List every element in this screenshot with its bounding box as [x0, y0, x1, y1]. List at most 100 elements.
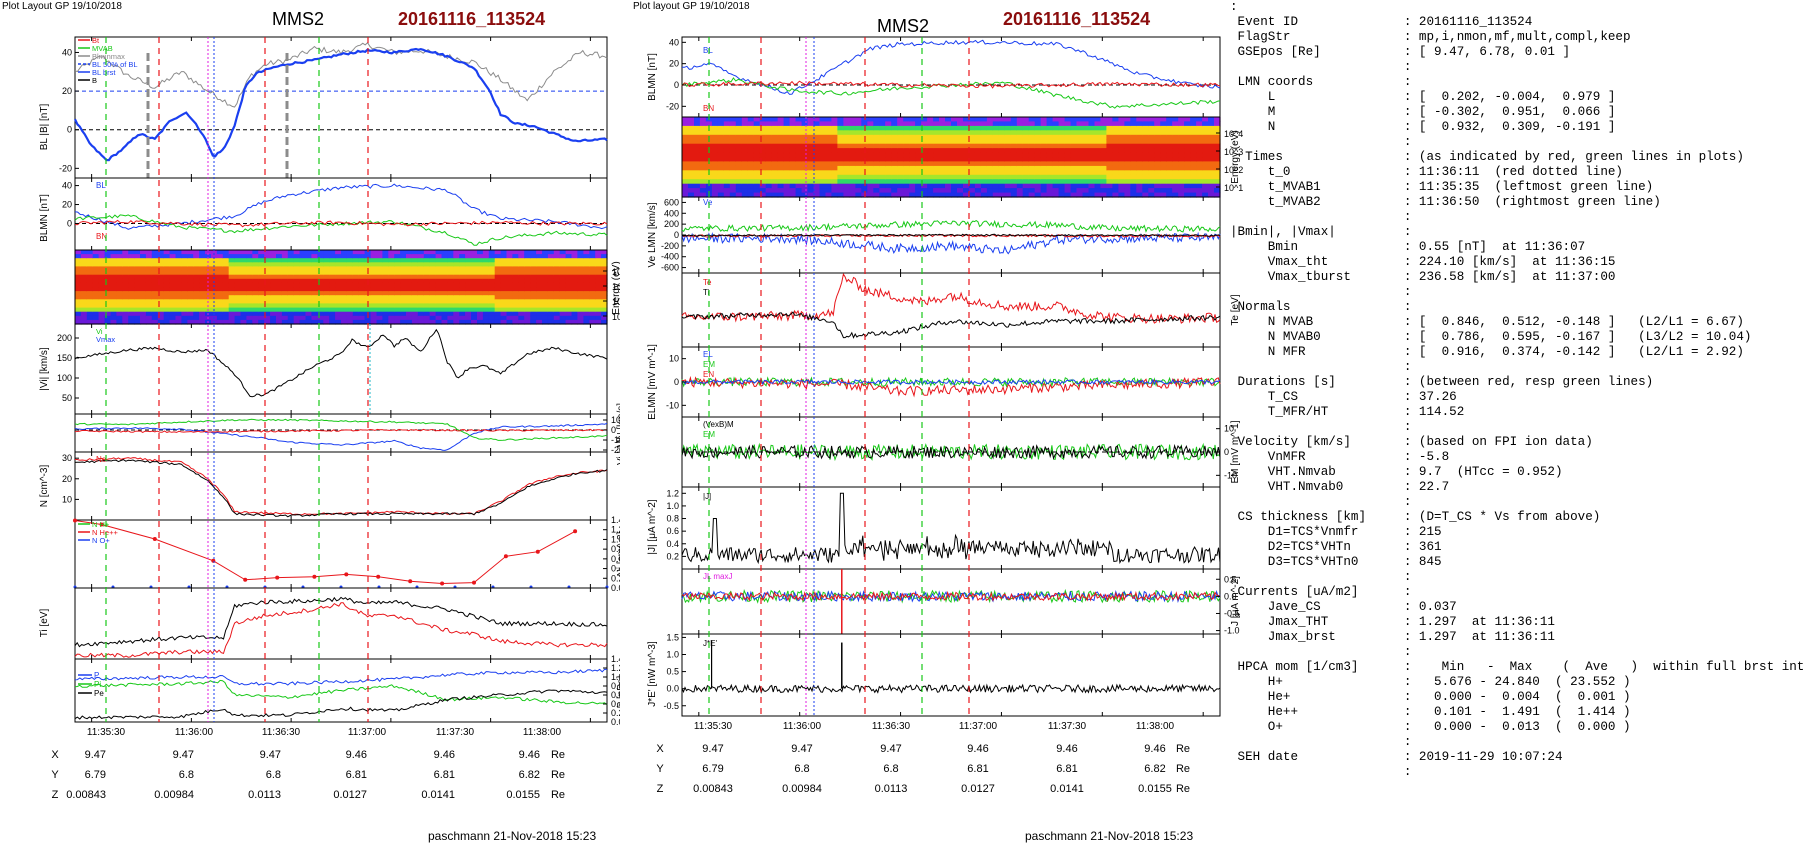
- spectrogram-cell: [571, 254, 578, 259]
- spectrogram-cell: [1172, 161, 1179, 167]
- spectrogram-cell: [211, 250, 218, 255]
- spectrogram-cell: [264, 282, 271, 288]
- spectrogram-cell: [1118, 170, 1125, 176]
- spectrogram-cell: [1136, 183, 1143, 189]
- vexb-m-line: [681, 443, 1221, 460]
- spectrogram-cell: [435, 291, 443, 296]
- spectrogram-cell: [542, 274, 549, 280]
- spectrogram-cell: [1040, 179, 1048, 185]
- spectrogram-cell: [240, 307, 247, 313]
- spectrogram-cell: [411, 250, 419, 255]
- spectrogram-cell: [998, 157, 1006, 162]
- spectrogram-cell: [1058, 188, 1066, 194]
- spectrogram-cell: [843, 161, 850, 167]
- spectrogram-cell: [506, 303, 513, 309]
- spectrogram-cell: [488, 315, 496, 321]
- spectrogram-cell: [317, 307, 324, 313]
- spectrogram-cell: [729, 125, 737, 131]
- b-lmn-line: [681, 77, 1221, 109]
- spectrogram-cell: [524, 266, 531, 272]
- spectrogram-cell: [867, 130, 874, 136]
- spectrogram-cell: [1142, 143, 1149, 149]
- spectrogram-cell: [1070, 152, 1078, 158]
- spectrogram-cell: [293, 303, 301, 309]
- spectrogram-cell: [293, 278, 301, 284]
- spectrogram-cell: [777, 121, 785, 127]
- spectrogram-cell: [199, 291, 206, 296]
- spectrogram-cell: [601, 278, 608, 284]
- spectrogram-cell: [1010, 139, 1018, 145]
- spectrogram-cell: [1112, 152, 1119, 158]
- spectrogram-cell: [1190, 174, 1197, 180]
- spectrogram-cell: [963, 143, 970, 149]
- spectrogram-cell: [831, 121, 838, 127]
- spectrogram-cell: [530, 274, 537, 280]
- spectrogram-cell: [998, 148, 1006, 154]
- spectrogram-cell: [299, 307, 307, 313]
- spectrogram-cell: [335, 278, 342, 284]
- spectrogram-cell: [682, 121, 689, 127]
- spectrogram-cell: [980, 188, 988, 194]
- spectrogram-cell: [601, 311, 608, 317]
- spectrogram-cell: [1184, 179, 1191, 185]
- spectrogram-cell: [729, 143, 737, 149]
- spectrogram-cell: [518, 266, 525, 272]
- spectrogram-cell: [1112, 165, 1119, 171]
- spectrogram-cell: [140, 278, 147, 284]
- spectrogram-cell: [595, 258, 602, 263]
- spectrogram-cell: [909, 117, 916, 122]
- spectrogram-cell: [867, 165, 874, 171]
- spectrogram-cell: [879, 134, 886, 140]
- spectrogram-cell: [807, 148, 815, 154]
- spectrogram-cell: [819, 161, 827, 167]
- spectrogram-cell: [222, 258, 230, 263]
- spectrogram-cell: [1178, 121, 1185, 127]
- spectrogram-cell: [1184, 121, 1191, 127]
- spectrogram-cell: [729, 139, 737, 145]
- spectrogram-cell: [104, 254, 112, 259]
- spectrogram-cell: [151, 287, 159, 292]
- spectrogram-cell: [915, 188, 922, 194]
- spectrogram-cell: [980, 152, 988, 158]
- spectrogram-cell: [1058, 152, 1066, 158]
- info-line: Times : (as indicated by red, green line…: [1230, 150, 1744, 164]
- spacecraft-title-right: MMS2: [877, 16, 930, 36]
- spectrogram-cell: [1124, 183, 1131, 189]
- spectrogram-cell: [281, 319, 289, 325]
- spectrogram-cell: [134, 274, 141, 280]
- spectrogram-cell: [777, 152, 785, 158]
- spectrogram-cell: [305, 303, 312, 309]
- spectrogram-cell: [963, 117, 970, 122]
- spectrogram-cell: [1112, 134, 1119, 140]
- spectrogram-cell: [128, 266, 135, 272]
- spectrogram-cell: [110, 319, 117, 325]
- spectrogram-cell: [694, 130, 701, 136]
- spectrogram-cell: [849, 139, 856, 145]
- spectrogram-cell: [945, 179, 952, 185]
- spectrogram-cell: [187, 282, 194, 288]
- spectrogram-cell: [688, 143, 695, 149]
- spectrogram-cell: [1058, 121, 1066, 127]
- spectrogram-cell: [694, 188, 701, 194]
- spectrogram-cell: [1016, 143, 1024, 149]
- spectrogram-cell: [429, 270, 437, 276]
- spectrogram-cell: [145, 311, 153, 317]
- spectrogram-cell: [855, 174, 862, 180]
- spectrogram-cell: [329, 266, 336, 272]
- spectrogram-cell: [122, 315, 129, 321]
- spectrogram-cell: [1148, 143, 1155, 149]
- spectrogram-cell: [951, 148, 958, 154]
- spectrogram-cell: [705, 161, 713, 167]
- spectrogram-cell: [1148, 179, 1155, 185]
- spectrogram-cell: [494, 278, 502, 284]
- spectrogram-cell: [1160, 179, 1167, 185]
- spectrogram-cell: [346, 254, 354, 259]
- spectrogram-cell: [417, 295, 425, 300]
- spectrogram-cell: [429, 295, 437, 300]
- spectrogram-cell: [1040, 174, 1048, 180]
- spectrogram-cell: [122, 266, 129, 272]
- y-tick-label: 0.8: [611, 544, 620, 554]
- spectrogram-cell: [323, 258, 330, 263]
- spectrogram-cell: [1112, 192, 1119, 198]
- spectrogram-cell: [264, 299, 271, 304]
